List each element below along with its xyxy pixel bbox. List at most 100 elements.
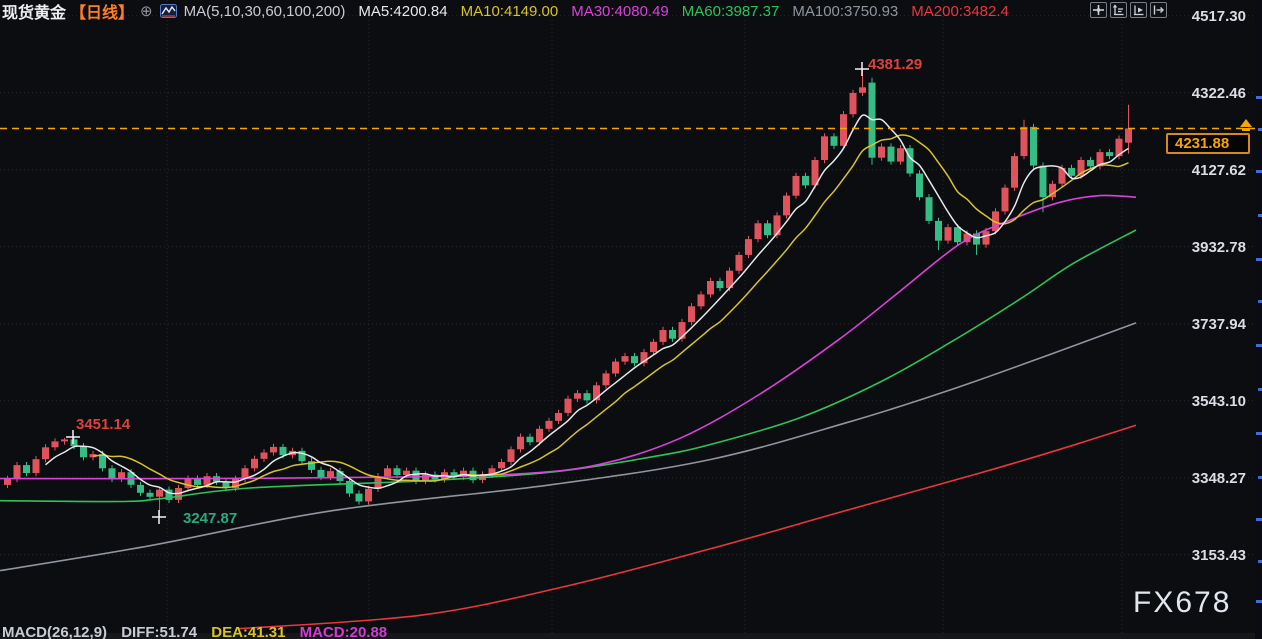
clipped-panel-text-fragment bbox=[1256, 170, 1262, 173]
candle-body bbox=[32, 459, 40, 473]
macd-dea-value: DEA:41.31 bbox=[211, 624, 286, 639]
candle-body bbox=[1011, 156, 1018, 188]
candle-body bbox=[336, 471, 344, 481]
candle-body bbox=[298, 450, 306, 462]
candle-body bbox=[963, 233, 971, 243]
candle-body bbox=[707, 281, 714, 295]
candle-body bbox=[232, 479, 239, 489]
price-up-arrow-base bbox=[1242, 128, 1250, 131]
clipped-panel-text-fragment bbox=[1258, 476, 1262, 479]
candle-body bbox=[526, 436, 534, 443]
candle-body bbox=[184, 478, 192, 489]
candle-body bbox=[735, 254, 743, 271]
candle-body bbox=[726, 270, 733, 289]
price-annotation-label: 3247.87 bbox=[183, 510, 238, 527]
candle-body bbox=[422, 474, 429, 481]
instrument-name: 现货黄金 bbox=[2, 5, 67, 22]
candle-body bbox=[327, 471, 334, 477]
watermark: FX678 bbox=[1133, 586, 1232, 619]
ma-params-label: MA(5,10,30,60,100,200) bbox=[183, 2, 346, 20]
candle-body bbox=[393, 468, 401, 475]
price-axis-tick: 3153.43 bbox=[1191, 547, 1246, 564]
candle-body bbox=[279, 446, 287, 456]
candle-body bbox=[982, 231, 990, 245]
price-cross-marker bbox=[66, 430, 80, 444]
candle-body bbox=[640, 352, 648, 364]
ma-legend-item: MA5:4200.84 bbox=[358, 2, 448, 20]
candle-body bbox=[650, 341, 657, 353]
candle-body bbox=[384, 468, 391, 477]
candle-body bbox=[203, 476, 211, 485]
candle-body bbox=[669, 330, 676, 339]
candle-body bbox=[355, 493, 363, 502]
candle-body bbox=[1030, 126, 1037, 166]
pan-crosshair-icon[interactable] bbox=[1090, 2, 1107, 18]
left-axis-scale-icon[interactable] bbox=[1110, 2, 1127, 18]
candle-body bbox=[260, 452, 268, 459]
candle-body bbox=[631, 356, 638, 364]
ma-line-ma10 bbox=[92, 134, 1129, 489]
price-cross-marker bbox=[152, 510, 166, 524]
candle-body bbox=[574, 393, 581, 399]
clipped-panel-text-fragment bbox=[1258, 388, 1262, 391]
ma-legend: MA5:4200.84 MA10:4149.00 MA30:4080.49 MA60:… bbox=[358, 3, 1021, 20]
clipped-panel-text-fragment bbox=[1256, 600, 1262, 603]
candle-body bbox=[583, 393, 591, 401]
candle-body bbox=[108, 468, 116, 479]
candle-body bbox=[137, 484, 144, 493]
candle-body bbox=[308, 461, 315, 470]
candle-body bbox=[194, 478, 201, 485]
right-edge-panel-sliver bbox=[1255, 0, 1262, 639]
candle-body bbox=[498, 462, 505, 469]
pane-separator bbox=[0, 633, 1262, 639]
price-axis-tick: 3932.78 bbox=[1191, 239, 1246, 256]
ma-legend-item: MA10:4149.00 bbox=[460, 2, 559, 20]
candle-body bbox=[403, 470, 410, 475]
ma-line-ma60 bbox=[0, 229, 1137, 503]
candle-body bbox=[935, 220, 942, 241]
candle-body bbox=[830, 136, 838, 146]
candle-body bbox=[840, 114, 847, 146]
candle-body bbox=[659, 330, 667, 342]
candle-body bbox=[23, 465, 30, 473]
clipped-panel-text-fragment bbox=[1256, 96, 1262, 99]
price-annotation-label: 4381.29 bbox=[868, 56, 923, 73]
candle-body bbox=[317, 469, 325, 477]
candle-body bbox=[517, 436, 524, 450]
candle-body bbox=[954, 227, 961, 243]
price-axis-tick: 4127.62 bbox=[1191, 162, 1246, 179]
ma-line-ma5 bbox=[45, 114, 1129, 495]
right-axis-scale-icon[interactable] bbox=[1130, 2, 1147, 18]
candle-body bbox=[1049, 183, 1056, 198]
candle-body bbox=[51, 441, 59, 448]
price-axis-tick: 3543.10 bbox=[1191, 393, 1246, 410]
macd-params-label: MACD(26,12,9) bbox=[2, 624, 108, 639]
candle-body bbox=[745, 239, 752, 255]
period-label[interactable]: 【日线】 bbox=[70, 5, 135, 22]
candle-body bbox=[906, 148, 914, 174]
candle-body bbox=[13, 465, 21, 479]
circle-plus-icon[interactable]: ⊕ bbox=[140, 3, 153, 20]
candle-body bbox=[1096, 152, 1104, 167]
candle-body bbox=[925, 197, 933, 221]
candle-body bbox=[1020, 126, 1028, 157]
candle-body bbox=[621, 356, 629, 362]
candles bbox=[4, 69, 1132, 518]
price-axis-tick: 4322.46 bbox=[1191, 85, 1246, 102]
macd-diff-value: DIFF:51.74 bbox=[121, 624, 198, 639]
indicator-chart-icon[interactable] bbox=[159, 4, 177, 18]
candle-body bbox=[545, 420, 553, 429]
ma-legend-item: MA200:3482.4 bbox=[911, 2, 1009, 20]
candle-body bbox=[773, 215, 781, 236]
grid-horizontal bbox=[0, 15, 1256, 556]
candle-body bbox=[99, 454, 106, 469]
candle-body bbox=[887, 146, 895, 162]
candle-body bbox=[222, 481, 230, 488]
candle-body bbox=[270, 446, 277, 453]
price-up-arrow-icon bbox=[1240, 119, 1252, 127]
collapse-panel-right-icon[interactable] bbox=[1150, 2, 1167, 18]
grid-vertical bbox=[166, 0, 1123, 639]
candle-body bbox=[1039, 165, 1047, 198]
